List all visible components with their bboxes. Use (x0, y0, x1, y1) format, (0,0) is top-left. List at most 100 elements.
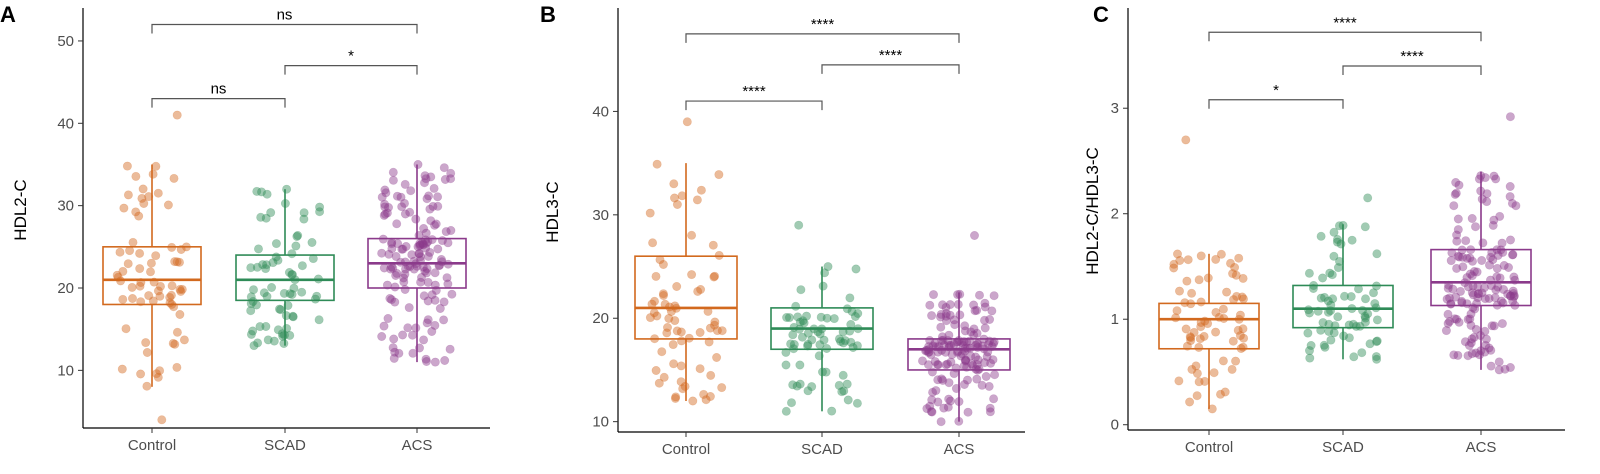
y-tick-label: 40 (592, 103, 609, 120)
data-point (146, 267, 156, 277)
data-point (972, 374, 982, 384)
data-point (274, 304, 284, 314)
data-point (840, 336, 850, 346)
data-point (794, 220, 804, 230)
data-point (671, 392, 681, 402)
data-point (400, 209, 410, 219)
data-point (381, 188, 391, 198)
data-point (315, 207, 325, 217)
data-point (390, 347, 400, 357)
data-point (285, 289, 295, 299)
data-point (256, 187, 266, 197)
data-point (980, 298, 990, 308)
data-point (421, 356, 431, 366)
data-point (146, 258, 156, 268)
data-point (1361, 313, 1371, 323)
data-point (176, 286, 186, 296)
data-point (817, 367, 827, 377)
data-point (246, 263, 256, 273)
data-point (1466, 309, 1476, 319)
data-point (312, 291, 322, 301)
data-point (246, 329, 256, 339)
panel-B: B 10 20 30 40 HDL3-C Control SCAD ACS **** **** ***… (540, 2, 1025, 458)
data-point (1186, 336, 1196, 346)
data-point (1228, 269, 1238, 279)
data-point (1478, 238, 1488, 248)
comparison-control-acs: **** (1208, 14, 1482, 42)
data-point (837, 387, 847, 397)
data-point (1443, 309, 1453, 319)
data-point (1324, 319, 1334, 329)
data-point (927, 395, 937, 405)
data-point (1496, 296, 1506, 306)
data-point (807, 382, 817, 392)
data-point (136, 369, 146, 379)
data-point (815, 340, 825, 350)
data-point (941, 302, 951, 312)
data-point (945, 300, 955, 310)
data-point (672, 281, 682, 291)
data-point (688, 396, 698, 406)
data-point (1509, 288, 1519, 298)
data-point (252, 300, 262, 310)
data-point (714, 250, 724, 260)
data-point (943, 402, 953, 412)
data-point (417, 238, 427, 248)
data-point (252, 262, 262, 272)
x-tick-label: ACS (944, 441, 975, 458)
data-point (1450, 189, 1460, 199)
data-point (672, 326, 682, 336)
data-point (1491, 174, 1501, 184)
data-point (658, 290, 668, 300)
data-point (414, 231, 424, 241)
data-point (989, 291, 999, 301)
data-point (923, 360, 933, 370)
data-point (1183, 255, 1193, 265)
data-point (974, 290, 984, 300)
data-point (153, 188, 163, 198)
data-point (379, 321, 389, 331)
data-point (135, 281, 145, 291)
data-point (142, 381, 152, 391)
significance-label: **** (1400, 48, 1424, 65)
data-point (299, 208, 309, 218)
data-point (1191, 361, 1201, 371)
y-axis-label: HDL3-C (543, 181, 562, 242)
data-point (377, 331, 387, 341)
data-point (400, 284, 410, 294)
data-point (803, 328, 813, 338)
data-point (678, 384, 688, 394)
data-point (977, 380, 987, 390)
data-point (400, 269, 410, 279)
data-point (1486, 361, 1496, 371)
data-point (131, 207, 141, 217)
data-point (659, 372, 669, 382)
data-point (387, 237, 397, 247)
data-point (972, 305, 982, 315)
data-point (404, 303, 414, 313)
significance-label: **** (879, 47, 903, 64)
data-point (981, 371, 991, 381)
data-point (696, 185, 706, 195)
data-point (972, 360, 982, 370)
data-point (416, 277, 426, 287)
data-point (1449, 350, 1459, 360)
data-point (962, 362, 972, 372)
data-point (428, 201, 438, 211)
data-point (297, 287, 307, 297)
data-point (933, 360, 943, 370)
data-point (388, 343, 398, 353)
data-point (414, 343, 424, 353)
data-point (684, 333, 694, 343)
data-point (834, 380, 844, 390)
data-point (1477, 255, 1487, 265)
data-point (699, 389, 709, 399)
data-point (425, 204, 435, 214)
data-point (430, 220, 440, 230)
data-point (954, 397, 964, 407)
y-tick-label: 30 (592, 207, 609, 224)
data-point (961, 355, 971, 365)
data-point (664, 313, 674, 323)
data-point (414, 249, 424, 259)
